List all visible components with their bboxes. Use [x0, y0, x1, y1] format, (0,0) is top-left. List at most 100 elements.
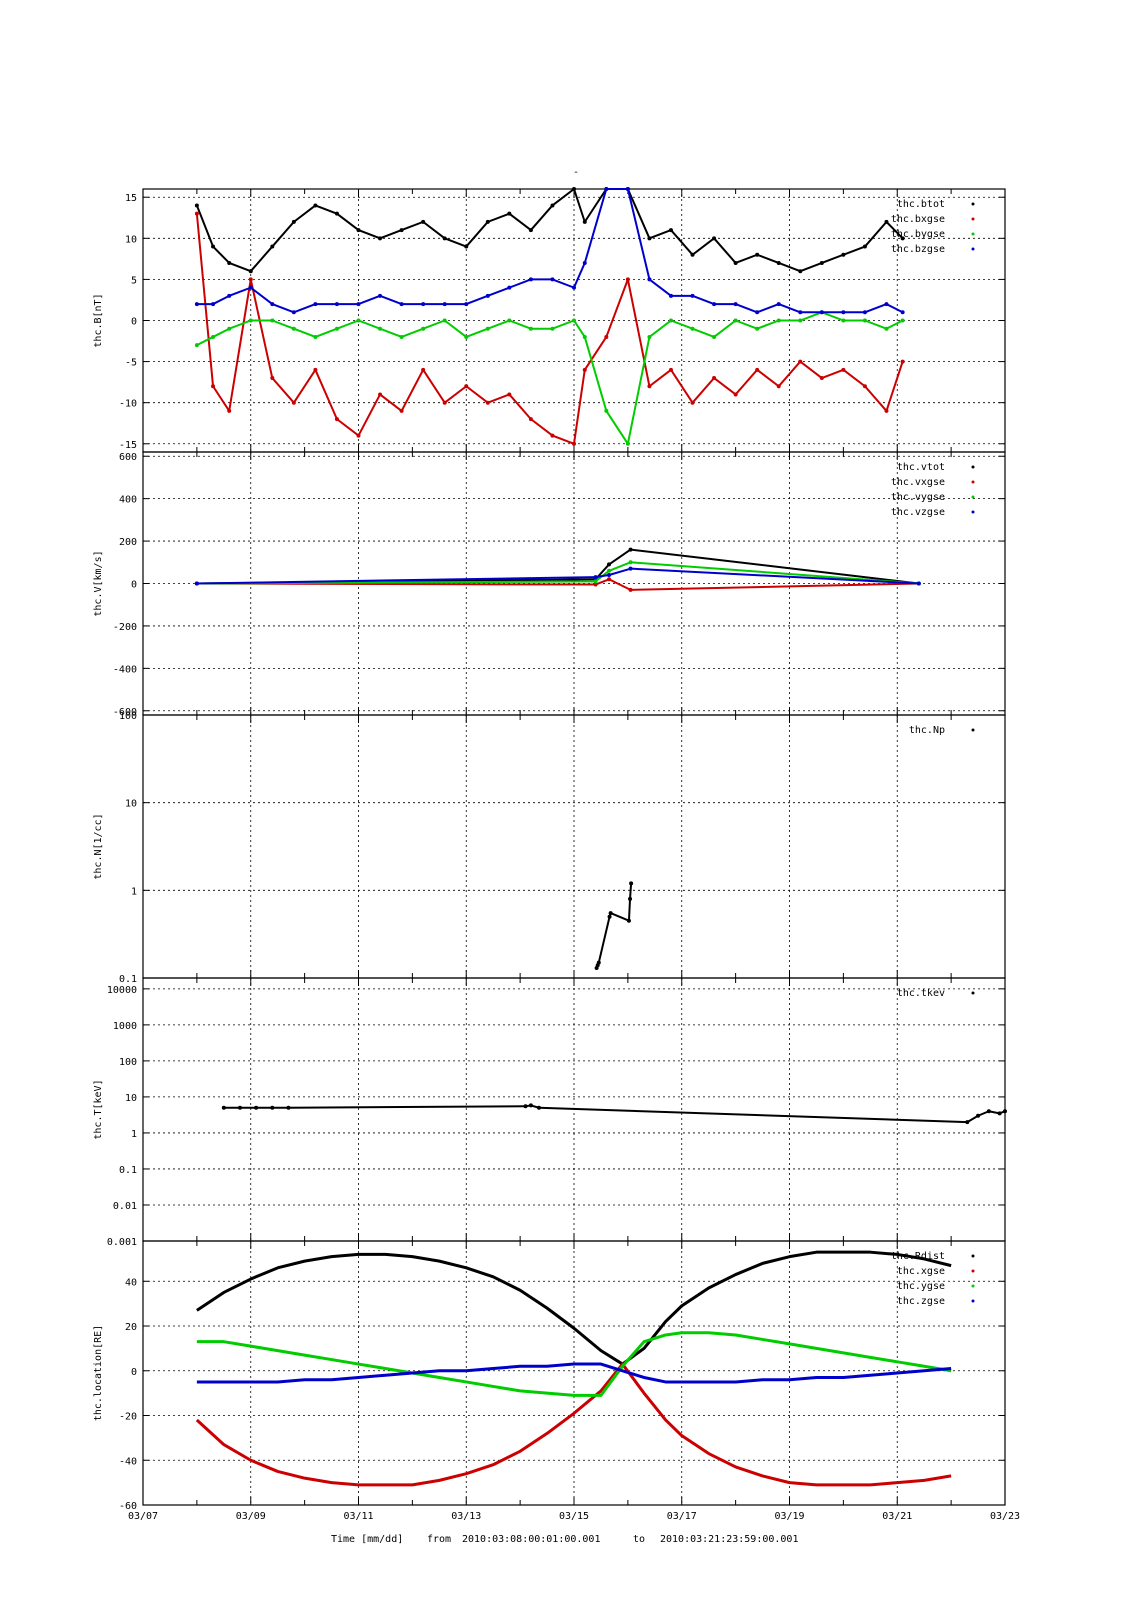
data-point [421, 302, 426, 307]
to-label: to [633, 1534, 645, 1545]
legend-label: thc.btot [897, 199, 945, 210]
data-point [442, 318, 447, 323]
data-point [690, 400, 695, 405]
data-point [254, 1105, 259, 1110]
data-point [626, 918, 631, 923]
chart-panel: 100 10 1 0.1 thc.N[1/cc] thc.Np [93, 711, 1006, 985]
series-segment [530, 204, 554, 231]
series-segment [626, 336, 651, 444]
y-tick-label: 10 [125, 234, 137, 245]
series-segment [864, 303, 887, 314]
series-segment [465, 221, 489, 248]
data-point [604, 334, 609, 339]
y-tick-label: 20 [125, 1322, 137, 1333]
data-point [733, 302, 738, 307]
data-point [270, 1105, 275, 1110]
data-point [841, 252, 846, 257]
data-point [841, 318, 846, 323]
data-point [819, 260, 824, 265]
series-segment [630, 561, 919, 585]
series-segment [552, 278, 575, 289]
y-axis-label: thc.V[km/s] [93, 550, 104, 616]
series-line [195, 1362, 952, 1487]
series-segment [196, 336, 214, 347]
legend-marker [971, 510, 975, 514]
data-point [884, 302, 889, 307]
series-segment [508, 393, 532, 420]
y-tick-label: 100 [119, 711, 137, 722]
series-segment [691, 237, 715, 256]
series-segment [271, 319, 295, 330]
data-point [629, 881, 634, 886]
data-point [712, 334, 717, 339]
data-point [582, 219, 587, 224]
chart-title: - [573, 167, 579, 178]
series-segment [552, 434, 575, 445]
data-point [442, 302, 447, 307]
series-segment [336, 319, 359, 330]
data-point [464, 384, 469, 389]
data-point [507, 211, 512, 216]
data-point [916, 581, 921, 586]
data-point [211, 244, 216, 249]
data-point [313, 302, 318, 307]
series-segment [212, 245, 230, 264]
y-tick-label: -5 [125, 358, 137, 369]
data-point [798, 318, 803, 323]
series-segment [735, 303, 758, 314]
data-point [550, 326, 555, 331]
series-segment [886, 303, 904, 314]
series-segment [444, 237, 467, 248]
data-point [485, 326, 490, 331]
data-point [291, 310, 296, 315]
from-value: 2010:03:08:00:01:00.001 [462, 1534, 600, 1545]
series-segment [465, 294, 489, 305]
data-point [884, 326, 889, 331]
series-segment [583, 188, 608, 264]
data-point [625, 277, 630, 282]
data-point [356, 433, 361, 438]
data-point [862, 318, 867, 323]
series-segment [692, 294, 715, 305]
y-tick-label: 400 [119, 495, 137, 506]
series-segment [597, 916, 611, 963]
series-segment [228, 279, 252, 412]
series-segment [358, 229, 381, 240]
data-point [356, 318, 361, 323]
series-segment [610, 912, 630, 922]
from-label: from [427, 1534, 451, 1545]
y-tick-label: 10000 [107, 985, 137, 996]
data-point [227, 293, 232, 298]
series-segment [315, 204, 338, 215]
series-segment [271, 303, 295, 314]
series-segment [595, 574, 610, 579]
data-point [227, 408, 232, 413]
series-segment [487, 393, 510, 404]
data-point [507, 318, 512, 323]
series-segment [670, 319, 693, 330]
series-segment [293, 204, 317, 223]
series-segment [314, 369, 338, 420]
series-segment [288, 1105, 526, 1109]
series-segment [422, 369, 446, 404]
data-point [572, 285, 576, 290]
data-point [485, 219, 490, 224]
data-point [464, 302, 469, 307]
series-segment [595, 578, 610, 586]
y-tick-label: 200 [119, 537, 137, 548]
data-point [755, 367, 760, 372]
data-point [507, 285, 512, 290]
data-point [862, 244, 867, 249]
series-segment [250, 286, 273, 305]
data-point [528, 417, 533, 422]
series-segment [713, 319, 737, 338]
y-tick-label: 0 [131, 317, 137, 328]
series-segment [648, 319, 672, 338]
series-segment [508, 278, 532, 289]
data-point [668, 228, 673, 233]
y-tick-label: -60 [119, 1501, 137, 1512]
series-segment [465, 327, 489, 338]
legend-label: thc.vygse [891, 492, 945, 503]
data-point [270, 302, 275, 307]
series-segment [336, 212, 360, 231]
